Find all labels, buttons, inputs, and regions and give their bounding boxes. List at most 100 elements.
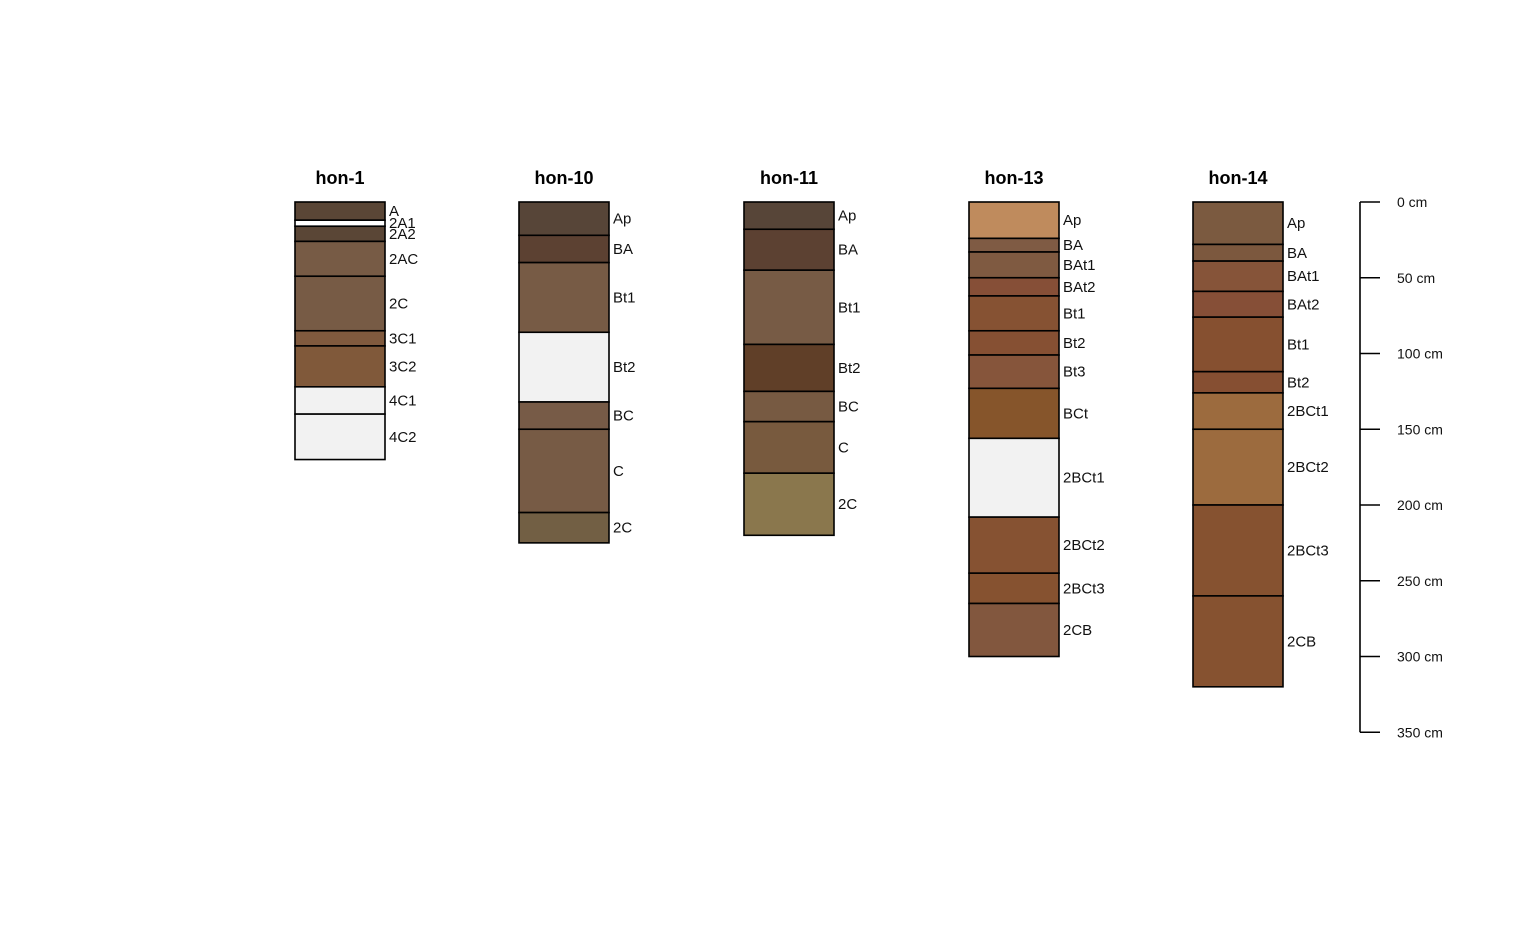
horizon-label: Bt1 — [1063, 305, 1086, 322]
horizon-label: Bt2 — [1063, 335, 1086, 352]
horizon-label: Bt1 — [613, 289, 636, 306]
horizon-BCt — [968, 387, 1060, 440]
horizon-label: 3C2 — [389, 358, 417, 375]
horizon-2BCt3 — [1192, 504, 1284, 597]
horizon-label: Ap — [1287, 215, 1305, 232]
horizon-C — [518, 428, 610, 514]
horizon-BAt1 — [1192, 260, 1284, 293]
horizon-3C1 — [294, 329, 386, 347]
horizon-2CB — [968, 602, 1060, 658]
horizon-BA — [1192, 243, 1284, 262]
horizon-label: BA — [1287, 245, 1307, 262]
horizon-C — [743, 420, 835, 474]
horizon-label: 2BCt2 — [1063, 537, 1105, 554]
horizon-label: 2A1 — [389, 215, 416, 232]
horizon-2C — [743, 472, 835, 537]
horizon-label: Ap — [1063, 212, 1081, 229]
horizon-2BCt2 — [1192, 428, 1284, 506]
horizon-label: 2A2 — [389, 226, 416, 243]
horizon-Bt3 — [968, 354, 1060, 390]
horizon-BA — [518, 234, 610, 264]
horizon-Ap — [1192, 201, 1284, 246]
depth-axis: 0 cm 50 cm 100 cm 150 cm 200 cm 250 cm 300 cm 3… — [1359, 194, 1443, 740]
horizon-label: Bt3 — [1063, 364, 1086, 381]
horizon-3C2 — [294, 345, 386, 388]
horizon-label: Bt1 — [838, 299, 861, 316]
horizon-label: BAt2 — [1287, 296, 1320, 313]
horizon-2BCt1 — [1192, 392, 1284, 431]
horizon-label: BC — [613, 408, 634, 425]
horizon-Ap — [743, 201, 835, 231]
horizon-label: 2CB — [1287, 633, 1316, 650]
depth-tick-label: 250 cm — [1397, 573, 1443, 589]
horizon-2C — [294, 275, 386, 332]
horizon-label: BA — [1063, 237, 1083, 254]
profile-title: hon-13 — [984, 168, 1043, 188]
horizon-Bt1 — [968, 295, 1060, 332]
profile-hon-11: hon-11 Ap BA Bt1 Bt2 BC C 2C — [743, 168, 861, 537]
horizon-Bt2 — [518, 331, 610, 403]
horizon-label: Bt1 — [1287, 336, 1310, 353]
horizon-Bt2 — [743, 343, 835, 393]
horizon-Bt1 — [743, 269, 835, 346]
horizon-2A1 — [294, 219, 386, 228]
horizon-label: C — [838, 439, 849, 456]
horizon-BC — [743, 390, 835, 423]
horizon-Bt2 — [968, 329, 1060, 356]
horizon-label: BAt1 — [1063, 257, 1096, 274]
profile-title: hon-11 — [760, 168, 818, 188]
horizon-label: BAt1 — [1287, 268, 1320, 285]
profile-hon-13: hon-13 Ap BA BAt1 BAt2 Bt1 Bt2 Bt3 BCt 2BCt1 2BCt2… — [968, 168, 1105, 658]
horizon-2BCt3 — [968, 572, 1060, 605]
horizon-BA — [743, 228, 835, 271]
horizon-2C — [518, 511, 610, 544]
depth-tick-label: 0 cm — [1397, 194, 1427, 210]
profile-title: hon-1 — [316, 168, 365, 188]
profile-title: hon-14 — [1208, 168, 1267, 188]
horizon-label: 2CB — [1063, 622, 1092, 639]
horizon-label: 2C — [389, 296, 408, 313]
horizon-label: 2BCt2 — [1287, 459, 1329, 476]
horizon-2AC — [294, 240, 386, 278]
depth-tick-label: 350 cm — [1397, 724, 1443, 740]
horizon-2A2 — [294, 225, 386, 243]
horizon-label: 2AC — [389, 251, 418, 268]
depth-tick-label: 100 cm — [1397, 346, 1443, 362]
horizon-BAt1 — [968, 251, 1060, 279]
horizon-Ap — [518, 201, 610, 237]
horizon-label: 4C2 — [389, 429, 417, 446]
horizon-label: BAt2 — [1063, 279, 1096, 296]
horizon-Bt2 — [1192, 370, 1284, 394]
horizon-Bt1 — [518, 261, 610, 334]
horizon-label: BC — [838, 399, 859, 416]
horizon-label: C — [613, 463, 624, 480]
horizon-BC — [518, 401, 610, 431]
depth-tick-label: 300 cm — [1397, 649, 1443, 665]
horizon-BA — [968, 237, 1060, 253]
horizon-label: 2C — [613, 520, 632, 537]
horizon-Bt1 — [1192, 316, 1284, 373]
horizon-4C1 — [294, 386, 386, 415]
horizon-2BCt1 — [968, 437, 1060, 518]
horizon-2CB — [1192, 595, 1284, 688]
horizon-label: 3C1 — [389, 330, 417, 347]
horizon-label: 2BCt1 — [1063, 470, 1105, 487]
horizon-label: BA — [838, 242, 858, 259]
horizon-A — [294, 201, 386, 221]
horizon-label: BA — [613, 241, 633, 258]
horizon-label: A — [389, 203, 399, 220]
horizon-Ap — [968, 201, 1060, 240]
horizon-4C2 — [294, 413, 386, 461]
horizon-label: Bt2 — [613, 359, 636, 376]
profile-hon-14: hon-14 Ap BA BAt1 BAt2 Bt1 Bt2 2BCt1 2BCt2 2BCt3 2… — [1192, 168, 1329, 688]
horizon-BAt2 — [968, 276, 1060, 297]
horizon-label: Ap — [838, 208, 856, 225]
horizon-label: Ap — [613, 211, 631, 228]
horizon-label: 4C1 — [389, 392, 417, 409]
horizon-2BCt2 — [968, 516, 1060, 574]
horizon-label: BCt — [1063, 405, 1089, 422]
horizon-label: 2BCt3 — [1287, 542, 1329, 559]
